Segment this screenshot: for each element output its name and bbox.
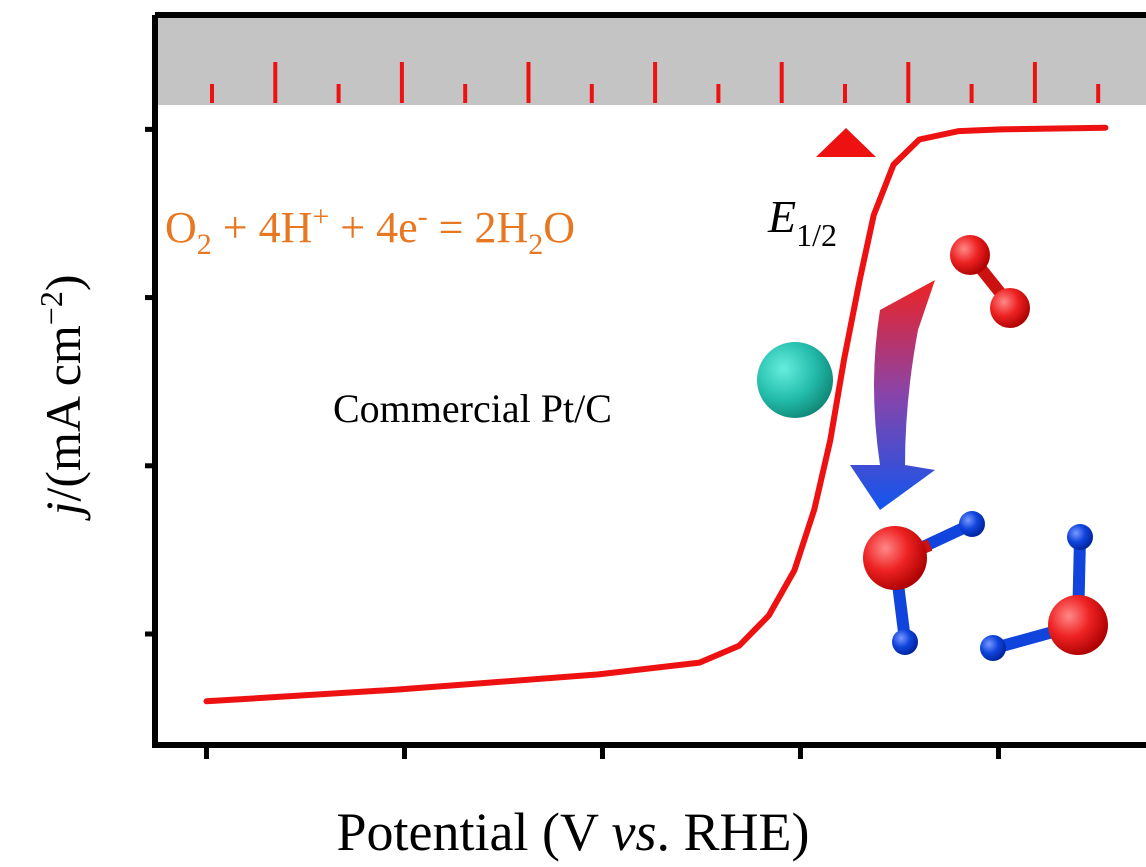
molecules [757,235,1108,661]
catalyst-label: Commercial Pt/C [333,386,612,431]
y-axis-label: j/(mA cm−2) [33,275,91,522]
pt-atom [757,342,833,418]
x-axis-label: Potential (V vs. RHE) [337,802,810,862]
e-half-label: E1/2 [767,191,837,253]
top-band [155,15,1146,105]
axes-frame [155,15,1146,745]
reaction-arrow [850,280,935,510]
equation: O2 + 4H+ + 4e- = 2H2O [165,200,575,261]
e-half-marker [816,128,876,157]
chart: O2 + 4H+ + 4e- = 2H2O E1/2 Commercial Pt… [0,0,1146,867]
